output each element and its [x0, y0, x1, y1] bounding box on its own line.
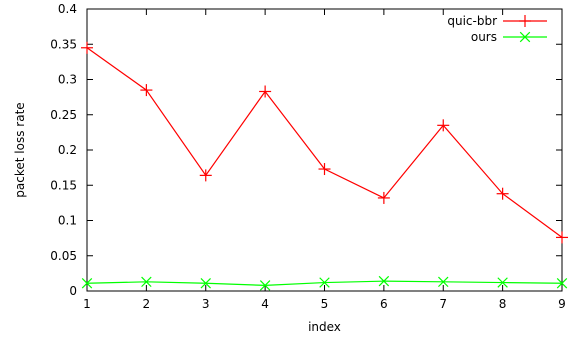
y-tick-label: 0.2: [58, 143, 77, 157]
x-axis: 1 2 3 4 5 6 7 8 9: [83, 9, 566, 311]
series-ours: [81, 275, 568, 291]
marker-stroke: [378, 275, 390, 287]
data-point: [259, 280, 271, 291]
data-point: [319, 277, 330, 288]
data-point: [496, 187, 509, 200]
data-point: [378, 275, 390, 287]
legend-label: quic-bbr: [447, 14, 497, 28]
marker-stroke: [200, 278, 211, 289]
marker-stroke: [81, 278, 93, 289]
marker-stroke: [259, 280, 271, 291]
y-tick-label: 0.4: [58, 2, 77, 16]
y-axis: 0 0.05 0.1 0.15 0.2 0.25 0.3 0.35 0.4: [50, 2, 562, 298]
marker-stroke: [319, 277, 330, 288]
y-tick-label: 0.05: [50, 249, 77, 263]
marker-stroke: [497, 277, 508, 288]
series-layer: [81, 41, 568, 291]
y-axis-label: packet loss rate: [13, 102, 27, 197]
data-point: [200, 278, 211, 289]
y-tick-label: 0.25: [50, 108, 77, 122]
data-point: [81, 41, 93, 54]
data-point: [199, 169, 212, 182]
y-tick-label: 0.35: [50, 37, 77, 51]
data-point: [318, 163, 331, 176]
legend-label: ours: [471, 30, 497, 44]
data-point: [140, 84, 153, 97]
data-point: [141, 276, 152, 288]
y-tick-label: 0: [69, 284, 77, 298]
data-point: [497, 277, 508, 288]
x-tick-label: 4: [261, 297, 269, 311]
x-tick-label: 6: [380, 297, 388, 311]
data-point: [377, 191, 390, 204]
marker-stroke: [438, 276, 449, 288]
marker-stroke: [141, 276, 152, 288]
legend-marker: [519, 31, 531, 43]
series-quic-bbr: [81, 41, 568, 244]
x-tick-label: 9: [558, 297, 566, 311]
marker-stroke: [556, 278, 568, 289]
x-tick-label: 5: [321, 297, 329, 311]
data-point: [556, 278, 568, 289]
x-tick-label: 7: [439, 297, 447, 311]
data-point: [259, 85, 272, 98]
data-point: [556, 231, 568, 244]
y-tick-label: 0.15: [50, 178, 77, 192]
x-tick-label: 1: [83, 297, 91, 311]
data-point: [81, 278, 93, 289]
x-tick-label: 2: [143, 297, 151, 311]
data-point: [438, 276, 449, 288]
x-axis-label: index: [308, 320, 341, 334]
y-tick-label: 0.1: [58, 214, 77, 228]
x-tick-label: 3: [202, 297, 210, 311]
legend: quic-bbr ours: [447, 14, 547, 44]
marker-stroke: [519, 31, 531, 43]
plot-frame: [86, 8, 563, 292]
y-tick-label: 0.3: [58, 73, 77, 87]
x-tick-label: 8: [499, 297, 507, 311]
legend-marker: [519, 15, 531, 27]
series-line: [86, 47, 563, 238]
data-point: [437, 119, 450, 132]
